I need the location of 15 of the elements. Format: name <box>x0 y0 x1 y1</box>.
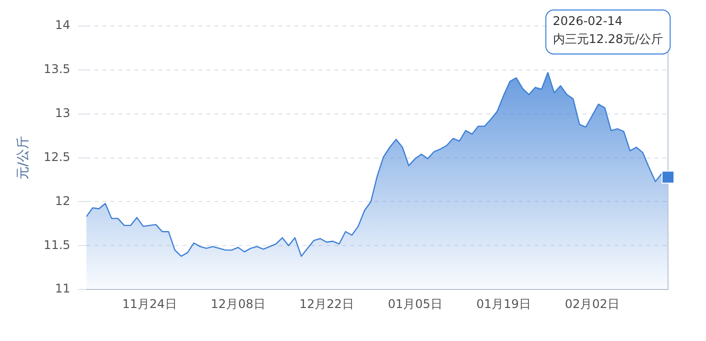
x-tick-label: 11月24日 <box>122 296 177 311</box>
y-tick-label: 13 <box>55 106 70 120</box>
y-tick-label: 14 <box>55 18 70 32</box>
y-tick-label: 12.5 <box>44 150 70 164</box>
y-axis-title: 元/公斤 <box>16 136 32 180</box>
y-tick-label: 13.5 <box>44 62 70 76</box>
x-tick-label: 12月08日 <box>210 296 266 311</box>
annotation: 2026-02-14 内三元12.28元/公斤 <box>552 14 664 46</box>
y-tick-label: 11.5 <box>44 238 70 252</box>
x-tick-label: 02月02日 <box>564 296 620 311</box>
y-tick-label: 11 <box>55 282 70 296</box>
x-tick-label: 01月05日 <box>388 296 442 311</box>
x-tick-label: 12月22日 <box>299 296 354 311</box>
x-tick-label: 01月19日 <box>476 296 531 311</box>
y-tick-label: 12 <box>55 194 70 208</box>
